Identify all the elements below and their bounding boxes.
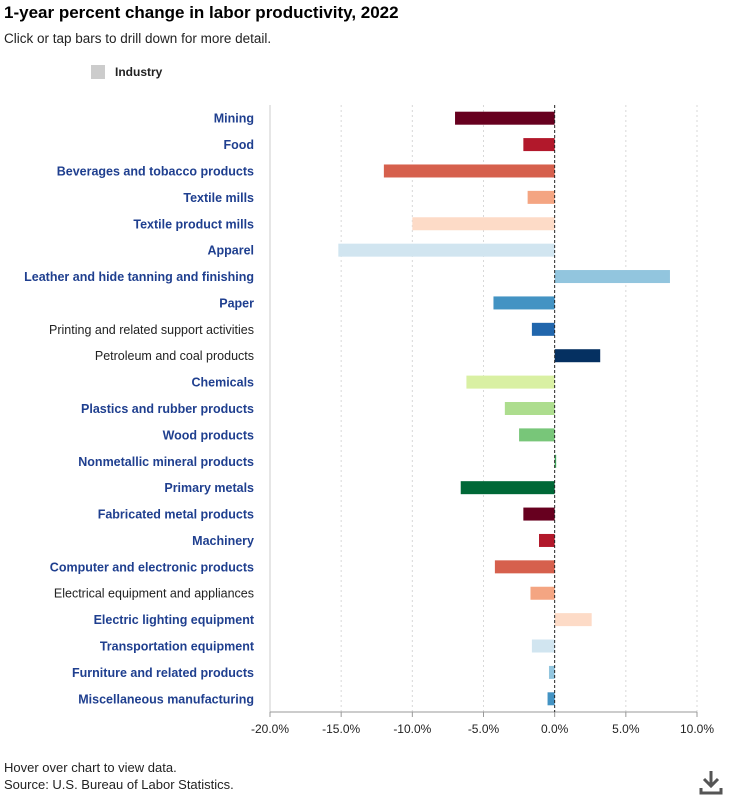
x-tick-label: -20.0%	[251, 722, 289, 736]
bar[interactable]	[523, 138, 555, 152]
bar[interactable]	[504, 402, 555, 415]
bar[interactable]	[531, 322, 555, 336]
category-label[interactable]: Food	[223, 138, 254, 152]
legend-label: Industry	[115, 65, 163, 79]
bar-chart[interactable]: Mining Food Beverages and tobacco products…	[0, 95, 730, 750]
category-label[interactable]: Mining	[214, 112, 254, 126]
bar[interactable]	[554, 613, 592, 627]
source-note: Source: U.S. Bureau of Labor Statistics.	[4, 777, 234, 792]
bar[interactable]	[539, 533, 555, 547]
bar[interactable]	[412, 217, 555, 231]
bar[interactable]	[493, 296, 555, 310]
bar[interactable]	[547, 692, 555, 706]
bar[interactable]	[531, 639, 555, 653]
bar[interactable]	[383, 164, 555, 178]
category-label[interactable]: Machinery	[192, 534, 254, 548]
x-tick-label: 0.0%	[541, 722, 569, 736]
bar[interactable]	[554, 454, 557, 468]
bar[interactable]	[460, 481, 555, 495]
hover-note: Hover over chart to view data.	[4, 760, 177, 775]
chart-title: 1-year percent change in labor productiv…	[4, 3, 399, 22]
chart-footer: Hover over chart to view data. Source: U…	[4, 759, 234, 793]
bar[interactable]	[523, 507, 555, 521]
x-tick-label: 5.0%	[612, 722, 640, 736]
x-tick-label: -5.0%	[468, 722, 500, 736]
download-button[interactable]	[698, 768, 724, 796]
category-label[interactable]: Transportation equipment	[100, 640, 255, 654]
category-label[interactable]: Computer and electronic products	[50, 560, 254, 574]
category-label[interactable]: Apparel	[207, 244, 254, 258]
category-label[interactable]: Fabricated metal products	[98, 508, 254, 522]
category-label: Petroleum and coal products	[95, 349, 254, 363]
category-label[interactable]: Miscellaneous manufacturing	[78, 692, 254, 706]
category-label[interactable]: Nonmetallic mineral products	[78, 455, 254, 469]
category-label[interactable]: Wood products	[163, 428, 254, 442]
legend-swatch	[91, 65, 105, 79]
bar[interactable]	[527, 190, 555, 204]
chart-subtitle: Click or tap bars to drill down for more…	[4, 31, 272, 46]
category-label[interactable]: Leather and hide tanning and finishing	[24, 270, 254, 284]
bar[interactable]	[466, 375, 555, 389]
category-label[interactable]: Paper	[219, 296, 254, 310]
bar[interactable]	[530, 586, 555, 600]
category-label[interactable]: Furniture and related products	[72, 666, 254, 680]
bar[interactable]	[338, 243, 555, 257]
download-icon	[699, 771, 723, 795]
category-label[interactable]: Plastics and rubber products	[81, 402, 254, 416]
bar[interactable]	[519, 428, 555, 442]
bar[interactable]	[455, 111, 555, 125]
category-label: Electrical equipment and appliances	[54, 587, 254, 601]
category-label[interactable]: Electric lighting equipment	[94, 613, 255, 627]
category-label[interactable]: Textile mills	[183, 191, 254, 205]
bar[interactable]	[554, 270, 670, 284]
bar[interactable]	[548, 665, 555, 679]
x-tick-label: -15.0%	[322, 722, 360, 736]
legend[interactable]: Industry	[91, 65, 162, 79]
category-label[interactable]: Primary metals	[164, 481, 254, 495]
category-label: Printing and related support activities	[49, 323, 254, 337]
bar[interactable]	[554, 349, 601, 363]
category-label[interactable]: Beverages and tobacco products	[57, 164, 254, 178]
x-tick-label: -10.0%	[393, 722, 431, 736]
category-label[interactable]: Chemicals	[191, 376, 254, 390]
bar[interactable]	[494, 560, 555, 574]
x-tick-label: 10.0%	[680, 722, 714, 736]
category-label[interactable]: Textile product mills	[133, 217, 254, 231]
